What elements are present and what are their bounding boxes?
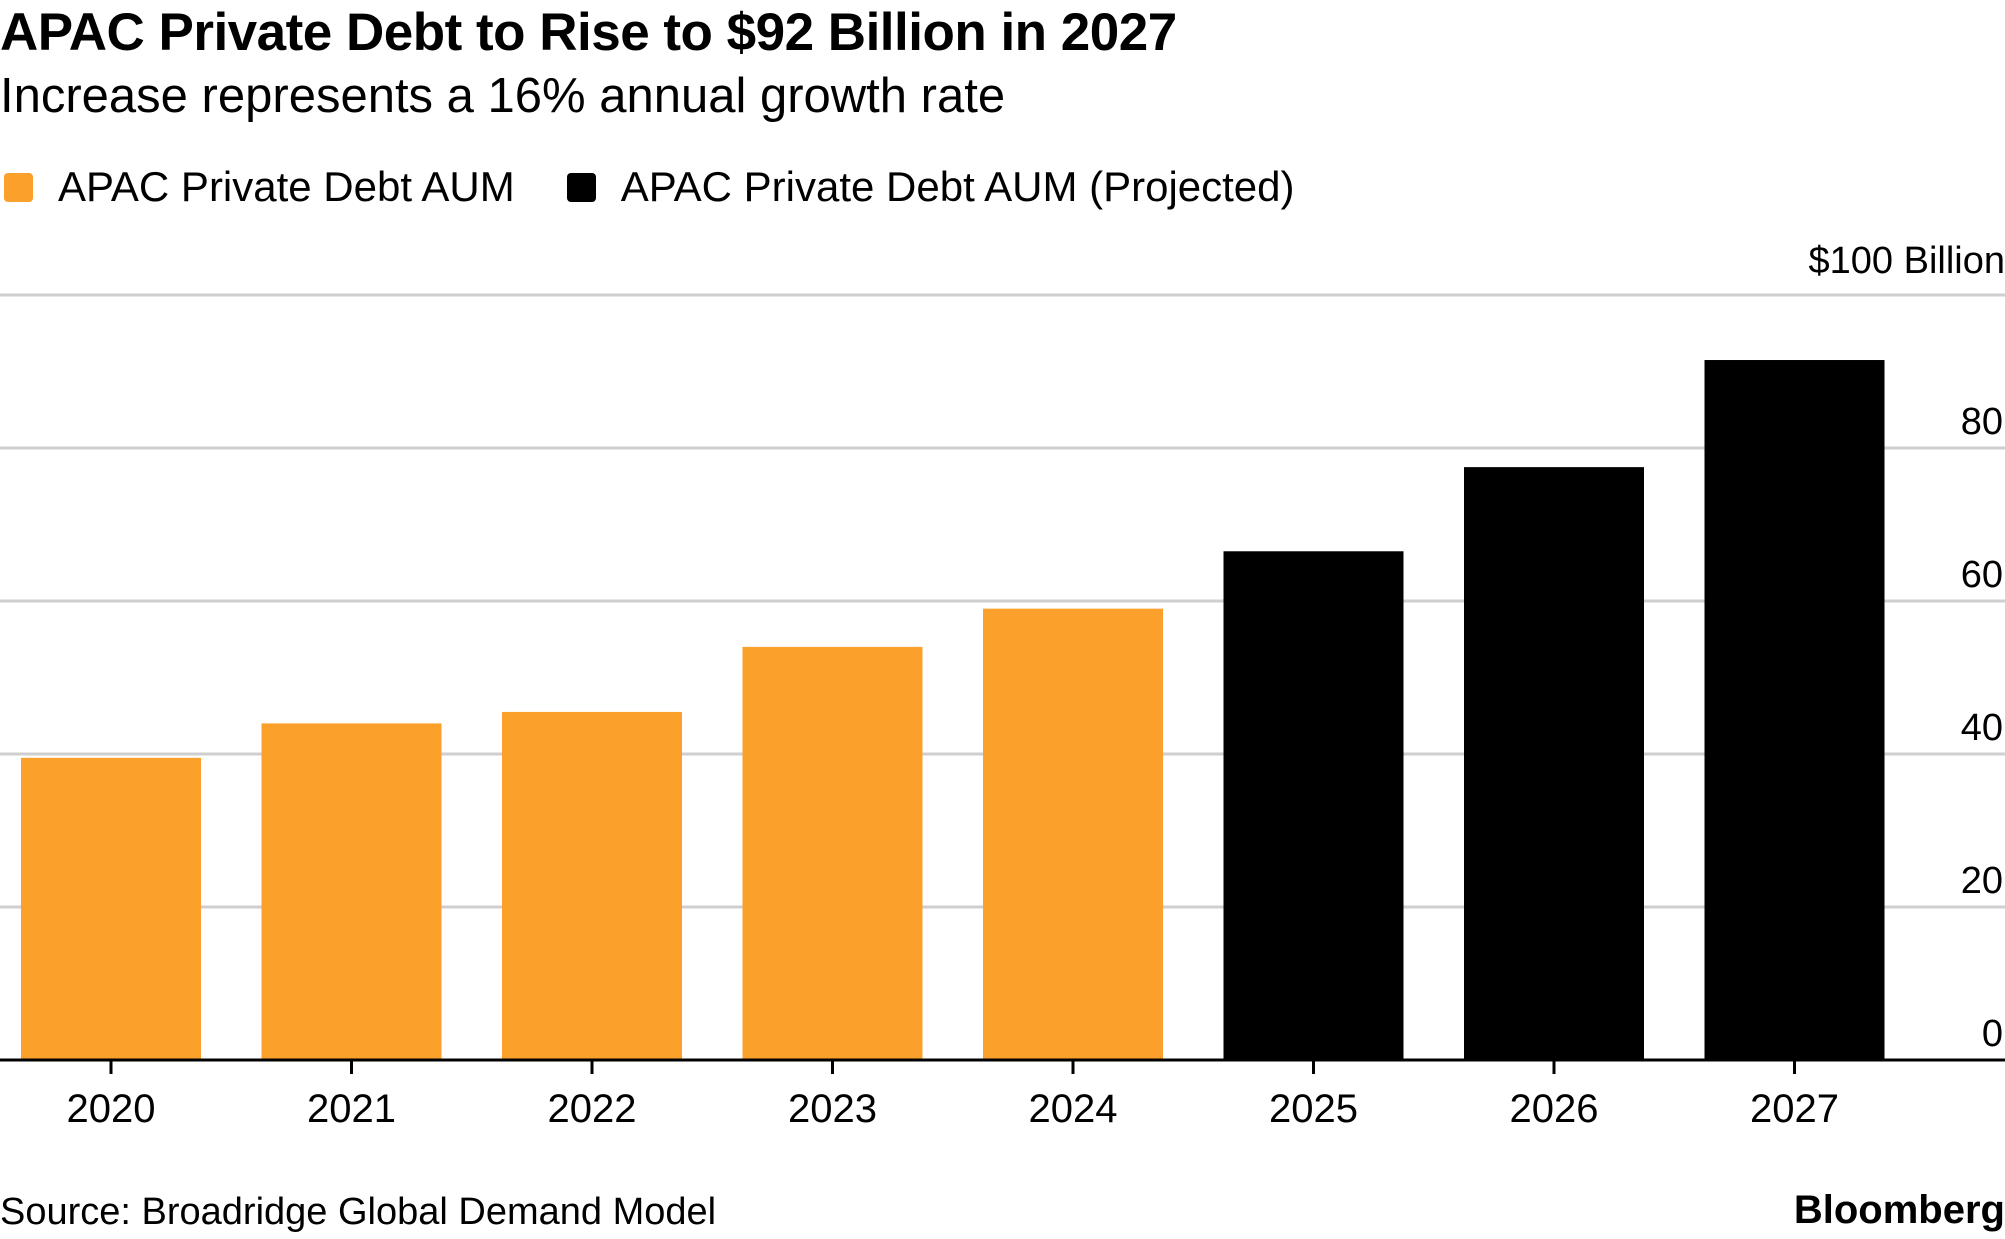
y-tick-label-20: 20 xyxy=(1961,860,2003,902)
chart-title: APAC Private Debt to Rise to $92 Billion… xyxy=(0,3,1177,62)
bar-2023 xyxy=(742,646,923,1060)
x-tick-label-2020: 2020 xyxy=(67,1087,156,1131)
x-axis-ticks: 2020 2021 2022 2023 2024 2025 2026 2027 xyxy=(67,1060,1839,1131)
legend-swatch-actual xyxy=(4,172,33,202)
y-axis-unit-label: $100 Billion xyxy=(1808,240,2005,282)
legend-swatch-projected xyxy=(566,172,596,202)
legend: APAC Private Debt AUM APAC Private Debt … xyxy=(4,163,1347,211)
chart-subtitle: Increase represents a 16% annual growth … xyxy=(0,69,1006,123)
x-tick-label-2021: 2021 xyxy=(307,1087,396,1131)
y-axis-ticks: 0 20 40 60 80 xyxy=(1961,401,2003,1055)
bar-2020 xyxy=(21,757,201,1060)
bars xyxy=(21,360,1885,1060)
bar-2021 xyxy=(261,723,442,1060)
bar-2027 xyxy=(1704,360,1885,1060)
x-tick-label-2025: 2025 xyxy=(1269,1087,1358,1131)
x-tick-label-2026: 2026 xyxy=(1510,1087,1599,1131)
bar-2022 xyxy=(502,711,682,1060)
bar-2024 xyxy=(983,608,1163,1060)
source-note: Source: Broadridge Global Demand Model xyxy=(0,1191,717,1233)
y-tick-label-40: 40 xyxy=(1961,707,2003,749)
bloomberg-logo: Bloomberg xyxy=(1793,1188,2005,1232)
legend-item-projected: APAC Private Debt AUM (Projected) xyxy=(566,163,1295,211)
x-tick-label-2023: 2023 xyxy=(788,1087,877,1131)
y-tick-label-0: 0 xyxy=(1982,1013,2003,1055)
legend-label-actual: APAC Private Debt AUM xyxy=(58,163,515,210)
bar-2026 xyxy=(1464,467,1644,1060)
legend-item-actual: APAC Private Debt AUM xyxy=(4,163,515,211)
bar-2025 xyxy=(1223,551,1404,1060)
x-tick-label-2027: 2027 xyxy=(1750,1087,1839,1131)
y-tick-label-80: 80 xyxy=(1961,401,2003,443)
legend-label-projected: APAC Private Debt AUM (Projected) xyxy=(620,163,1295,210)
y-tick-label-60: 60 xyxy=(1961,554,2003,596)
x-tick-label-2022: 2022 xyxy=(548,1087,637,1131)
x-tick-label-2024: 2024 xyxy=(1029,1087,1118,1131)
